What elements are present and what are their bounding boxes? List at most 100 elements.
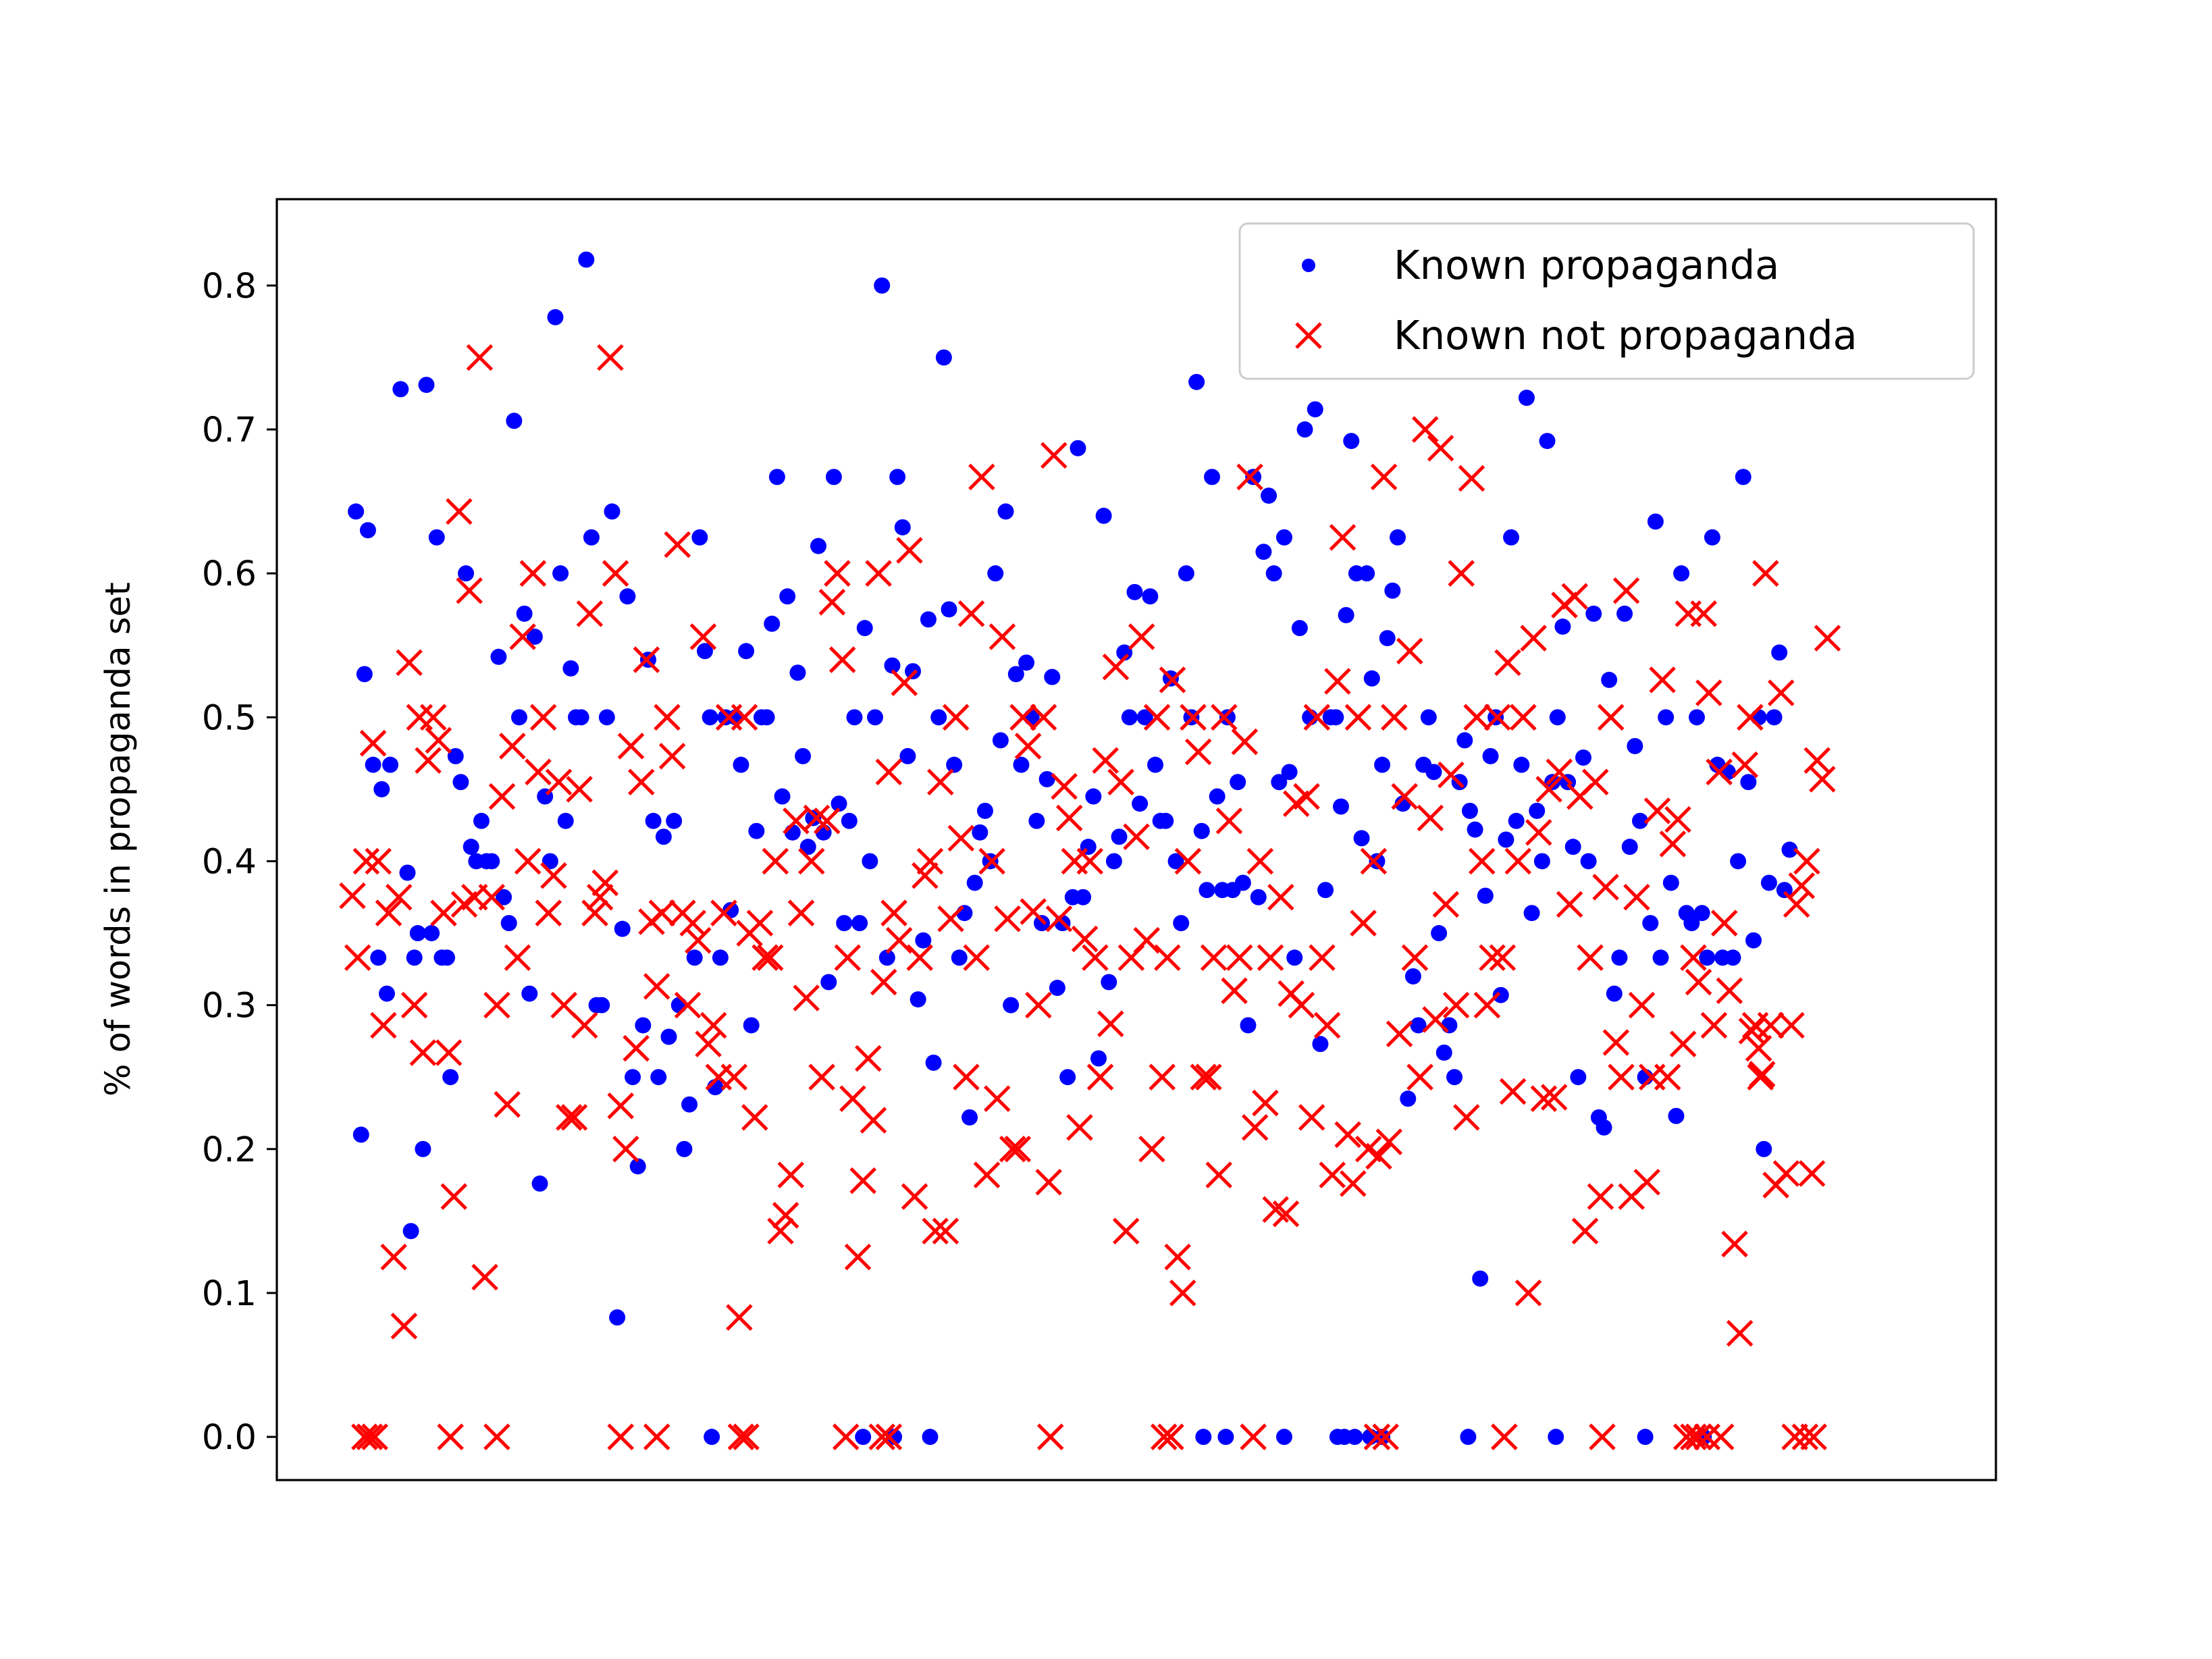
point-known-not-propaganda <box>906 944 933 972</box>
point-known-propaganda <box>686 949 703 966</box>
point-known-not-propaganda <box>1036 1423 1064 1450</box>
point-known-not-propaganda <box>720 1063 748 1090</box>
point-known-propaganda <box>831 795 847 812</box>
point-known-not-propaganda <box>1375 1128 1403 1155</box>
point-known-not-propaganda <box>1491 1423 1518 1450</box>
point-known-propaganda <box>856 620 873 637</box>
point-known-propaganda <box>348 503 365 520</box>
point-known-propaganda <box>1539 433 1556 450</box>
point-known-propaganda <box>1611 949 1628 966</box>
point-known-propaganda <box>1745 932 1762 949</box>
point-known-not-propaganda <box>689 623 717 650</box>
point-known-not-propaganda <box>695 1030 722 1057</box>
point-known-not-propaganda <box>968 463 995 491</box>
point-known-not-propaganda <box>591 869 619 897</box>
point-known-propaganda <box>1147 756 1164 773</box>
point-known-propaganda <box>1296 421 1313 438</box>
point-known-propaganda <box>1286 949 1303 966</box>
point-known-not-propaganda <box>351 1423 378 1450</box>
point-known-propaganda <box>496 889 512 905</box>
point-known-not-propaganda <box>1710 910 1738 937</box>
point-known-propaganda <box>352 1126 369 1143</box>
plot-area <box>277 199 1996 1480</box>
point-known-propaganda <box>1374 756 1391 773</box>
point-known-propaganda <box>784 824 801 841</box>
point-known-not-propaganda <box>525 758 552 786</box>
point-known-not-propaganda <box>1556 891 1583 918</box>
point-known-propaganda <box>851 915 868 932</box>
point-known-not-propaganda <box>1633 1169 1660 1196</box>
point-known-not-propaganda <box>674 991 702 1019</box>
point-known-not-propaganda <box>602 560 629 587</box>
point-known-not-propaganda <box>868 1423 895 1450</box>
point-known-not-propaganda <box>1587 1183 1614 1210</box>
point-known-propaganda <box>1049 980 1065 997</box>
point-known-propaganda <box>733 756 749 773</box>
point-known-propaganda <box>1379 630 1396 647</box>
point-known-not-propaganda <box>942 704 970 731</box>
point-known-not-propaganda <box>1309 944 1336 972</box>
point-known-propaganda <box>1503 529 1520 546</box>
point-known-not-propaganda <box>926 768 954 796</box>
point-known-not-propaganda <box>1221 977 1248 1005</box>
point-known-not-propaganda <box>834 944 862 972</box>
point-known-propaganda <box>1132 795 1149 812</box>
point-known-not-propaganda <box>885 926 913 954</box>
point-known-not-propaganda <box>607 1092 634 1120</box>
point-known-propaganda <box>1142 588 1159 605</box>
point-known-not-propaganda <box>1748 1061 1776 1088</box>
point-known-propaganda <box>378 985 395 1002</box>
point-known-propaganda <box>1265 565 1282 582</box>
point-known-not-propaganda <box>1102 653 1130 681</box>
point-known-not-propaganda <box>1045 905 1073 932</box>
point-known-not-propaganda <box>359 729 387 757</box>
point-known-not-propaganda <box>419 704 447 731</box>
point-known-not-propaganda <box>440 1183 468 1210</box>
point-known-not-propaganda <box>1372 1423 1399 1450</box>
point-known-not-propaganda <box>1298 1104 1325 1131</box>
point-known-propaganda <box>1740 774 1757 791</box>
point-known-not-propaganda <box>1772 1160 1800 1187</box>
point-known-not-propaganda <box>1422 1006 1449 1033</box>
point-known-not-propaganda <box>1438 761 1465 789</box>
point-known-not-propaganda <box>1649 666 1676 693</box>
point-known-not-propaganda <box>803 804 831 832</box>
point-known-propaganda <box>1436 1044 1452 1061</box>
point-known-not-propaganda <box>1453 1104 1480 1131</box>
point-known-not-propaganda <box>1458 465 1485 492</box>
point-known-not-propaganda <box>1014 733 1042 760</box>
point-known-propaganda <box>1195 1429 1212 1446</box>
point-known-propaganda <box>359 522 376 539</box>
point-known-not-propaganda <box>1803 747 1831 774</box>
point-known-not-propaganda <box>1690 600 1717 627</box>
point-known-propaganda <box>894 519 911 535</box>
point-known-not-propaganda <box>1149 1063 1176 1090</box>
point-known-propaganda <box>1111 828 1128 845</box>
point-known-propaganda <box>635 1017 652 1034</box>
point-known-not-propaganda <box>1442 991 1470 1019</box>
point-known-propaganda <box>415 1140 431 1157</box>
point-known-propaganda <box>490 648 507 665</box>
point-known-not-propaganda <box>1071 925 1099 953</box>
point-known-propaganda <box>1781 841 1798 858</box>
point-known-not-propaganda <box>793 984 820 1011</box>
point-known-not-propaganda <box>901 1183 928 1210</box>
point-known-propaganda <box>1467 821 1483 838</box>
legend-marker-propaganda <box>1302 259 1315 272</box>
point-known-not-propaganda <box>1329 524 1357 551</box>
point-known-not-propaganda <box>576 600 604 627</box>
point-known-propaganda <box>1616 605 1633 622</box>
y-tick-label: 0.1 <box>202 1274 257 1314</box>
point-known-propaganda <box>1404 968 1421 984</box>
point-known-propaganda <box>1548 1429 1564 1446</box>
point-known-not-propaganda <box>731 704 758 731</box>
point-known-propaganda <box>1570 1069 1587 1086</box>
point-known-not-propaganda <box>922 1217 949 1245</box>
point-known-propaganda <box>922 1429 939 1446</box>
point-known-propaganda <box>473 812 490 829</box>
point-known-propaganda <box>1575 749 1591 766</box>
point-known-propaganda <box>1699 949 1716 966</box>
point-known-not-propaganda <box>1159 666 1186 693</box>
point-known-propaganda <box>650 1069 667 1086</box>
point-known-propaganda <box>531 1175 548 1192</box>
